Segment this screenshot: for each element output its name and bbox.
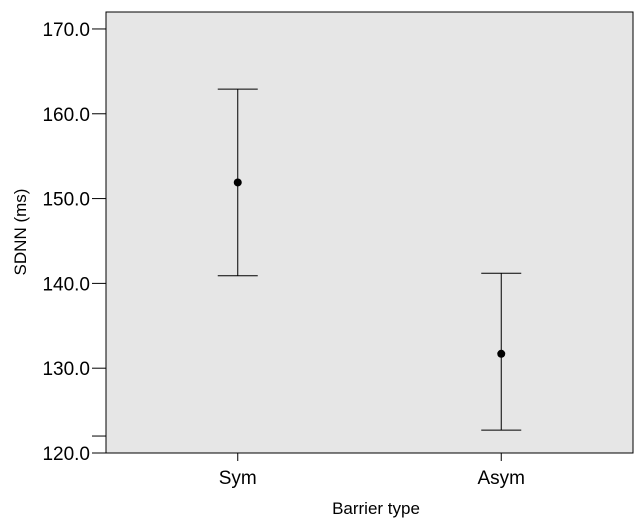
plot-area (105, 11, 634, 454)
x-tick-label: Asym (478, 468, 526, 489)
mean-point (233, 178, 242, 187)
y-axis-title: SDNN (ms) (11, 189, 30, 276)
y-tick-label: 170.0 (42, 20, 90, 41)
x-axis-title: Barrier type (332, 499, 420, 518)
y-tick-label: 150.0 (42, 190, 90, 211)
y-tick-label: 160.0 (42, 105, 90, 126)
y-tick-label: 140.0 (42, 274, 90, 295)
x-tick-label: Sym (219, 468, 257, 489)
data-marks (217, 88, 522, 431)
y-tick-label: 120.0 (42, 444, 90, 465)
y-axis: 120.0 130.0 140.0 150.0 160.0 170.0 (42, 20, 106, 465)
y-tick-label: 130.0 (42, 359, 90, 380)
x-axis: Sym Asym (219, 453, 525, 489)
mean-point (497, 349, 506, 358)
